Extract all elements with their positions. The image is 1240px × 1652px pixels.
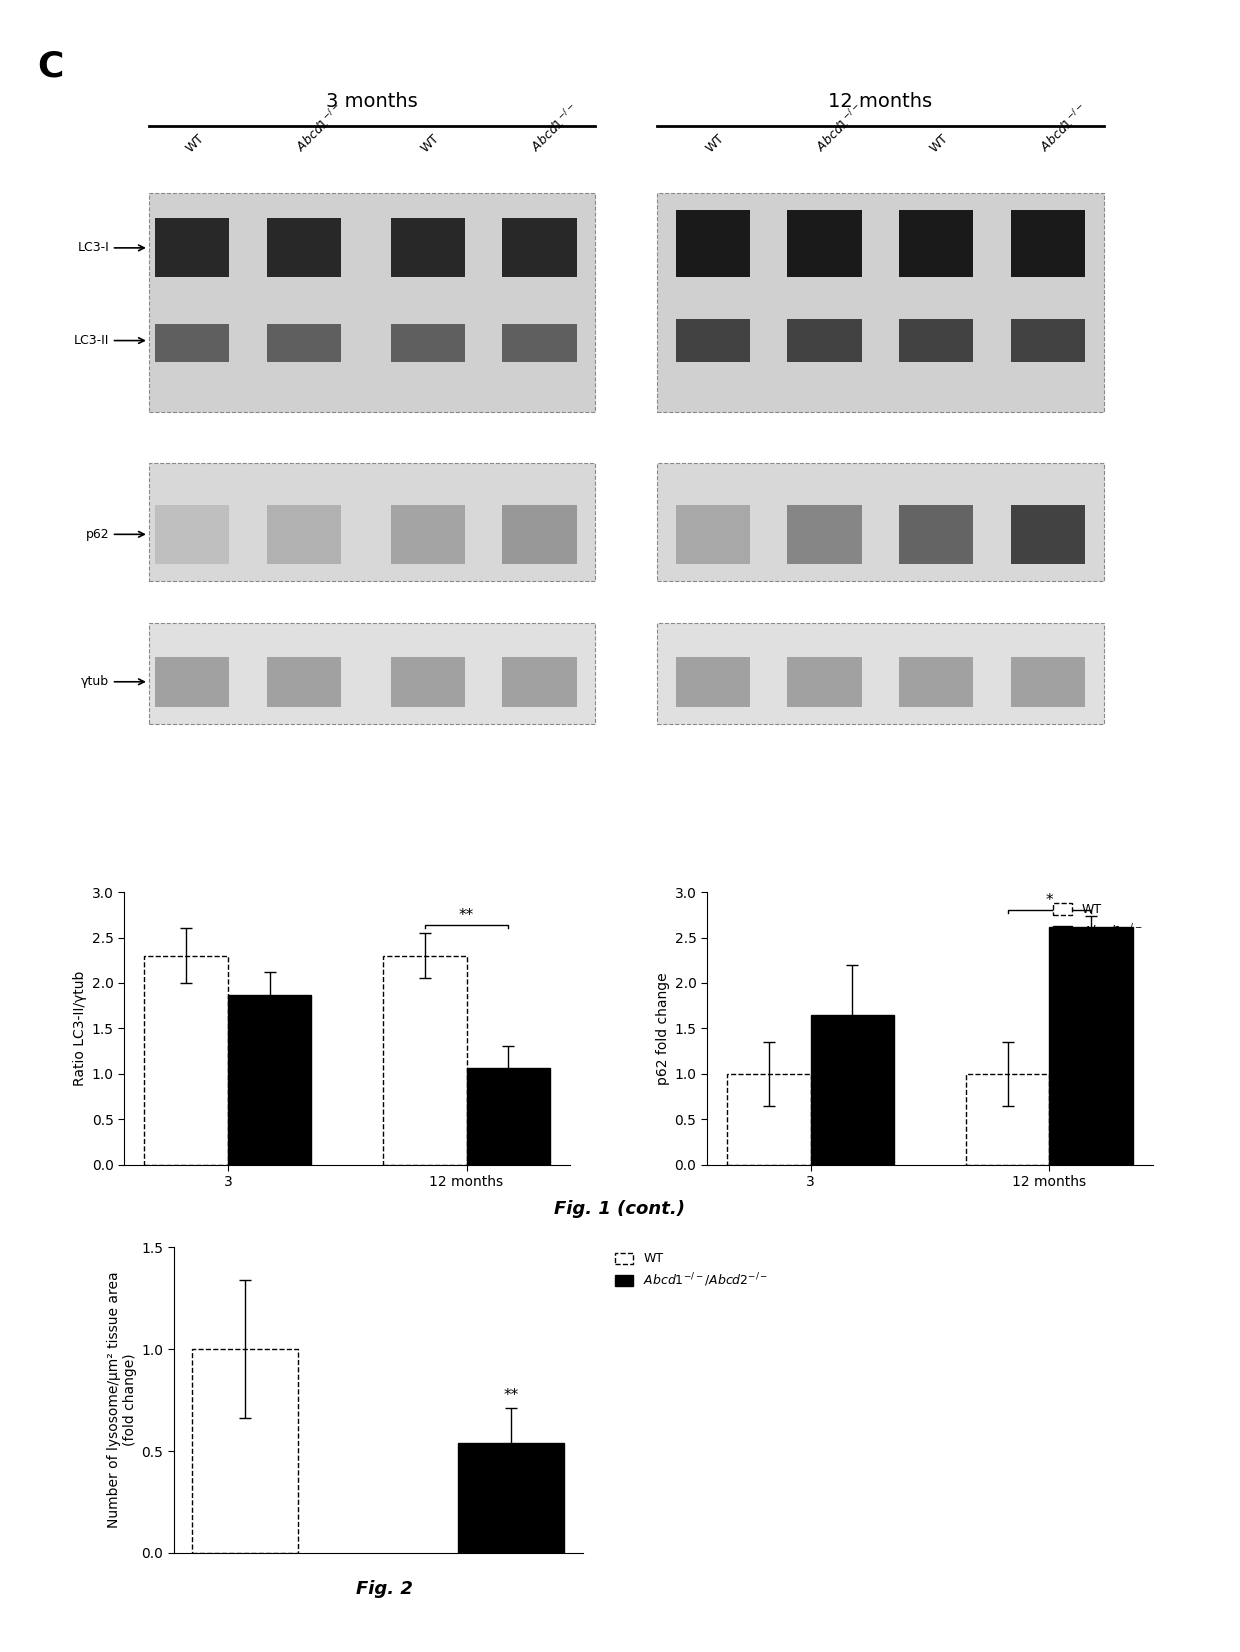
Legend: WT, $Abcd1^{-/-}/Abcd2^{-/-}$: WT, $Abcd1^{-/-}/Abcd2^{-/-}$ — [610, 1247, 774, 1294]
Bar — [676, 210, 750, 278]
Text: WT: WT — [928, 132, 950, 155]
Bar — [787, 210, 862, 278]
Bar — [899, 656, 973, 707]
Bar — [391, 218, 465, 278]
Text: $Abcd1^{-/-}$: $Abcd1^{-/-}$ — [293, 101, 346, 155]
Text: **: ** — [503, 1388, 518, 1403]
Text: C: C — [37, 50, 63, 84]
Text: $Abcd1^{-/-}$: $Abcd1^{-/-}$ — [813, 101, 867, 155]
Text: LC3-II: LC3-II — [73, 334, 109, 347]
Bar — [727, 1074, 811, 1165]
Bar — [502, 324, 577, 362]
Bar — [966, 1074, 1049, 1165]
Text: 12 months: 12 months — [828, 93, 932, 111]
Bar — [811, 1014, 894, 1165]
Bar — [383, 955, 466, 1165]
Bar — [787, 506, 862, 563]
Bar — [899, 506, 973, 563]
Text: γtub: γtub — [81, 676, 109, 689]
Legend: WT, $Abcd1^{-/-}$: WT, $Abcd1^{-/-}$ — [1048, 899, 1147, 945]
Bar — [1011, 210, 1085, 278]
Bar — [391, 656, 465, 707]
Bar — [149, 193, 595, 411]
Bar — [787, 319, 862, 362]
Bar — [1011, 506, 1085, 563]
Bar — [1011, 656, 1085, 707]
Text: Fig. 1 (cont.): Fig. 1 (cont.) — [554, 1201, 686, 1218]
Bar — [657, 623, 1104, 724]
Bar — [657, 193, 1104, 411]
Bar — [267, 656, 341, 707]
Text: *: * — [1045, 894, 1053, 909]
Bar — [787, 656, 862, 707]
Bar — [155, 656, 229, 707]
Bar — [267, 506, 341, 563]
Text: 3 months: 3 months — [326, 93, 418, 111]
Y-axis label: p62 fold change: p62 fold change — [656, 971, 670, 1085]
Bar — [676, 319, 750, 362]
Bar — [149, 463, 595, 582]
Bar — [155, 506, 229, 563]
Bar — [391, 506, 465, 563]
Text: p62: p62 — [86, 529, 109, 540]
Bar — [144, 955, 228, 1165]
Text: WT: WT — [419, 132, 441, 155]
Text: WT: WT — [184, 132, 206, 155]
Bar — [155, 324, 229, 362]
Bar — [676, 656, 750, 707]
Bar — [502, 218, 577, 278]
Bar — [466, 1069, 551, 1165]
Text: LC3-I: LC3-I — [77, 241, 109, 254]
Text: Fig. 2: Fig. 2 — [356, 1581, 413, 1597]
Text: **: ** — [459, 909, 474, 923]
Bar — [267, 324, 341, 362]
Bar — [899, 319, 973, 362]
Bar — [1011, 319, 1085, 362]
Bar — [155, 218, 229, 278]
Bar — [502, 656, 577, 707]
Bar — [676, 506, 750, 563]
Bar — [192, 1350, 299, 1553]
Bar — [391, 324, 465, 362]
Bar — [1049, 927, 1133, 1165]
Y-axis label: Ratio LC3-II/γtub: Ratio LC3-II/γtub — [73, 971, 87, 1085]
Bar — [458, 1442, 564, 1553]
Text: $Abcd1^{-/-}$: $Abcd1^{-/-}$ — [528, 101, 582, 155]
Bar — [502, 506, 577, 563]
Text: WT: WT — [704, 132, 727, 155]
Bar — [149, 623, 595, 724]
Text: $Abcd1^{-/-}$: $Abcd1^{-/-}$ — [1037, 101, 1090, 155]
Bar — [899, 210, 973, 278]
Bar — [657, 463, 1104, 582]
Bar — [267, 218, 341, 278]
Bar — [228, 995, 311, 1165]
Y-axis label: Number of lysosome/μm² tissue area
(fold change): Number of lysosome/μm² tissue area (fold… — [107, 1272, 136, 1528]
